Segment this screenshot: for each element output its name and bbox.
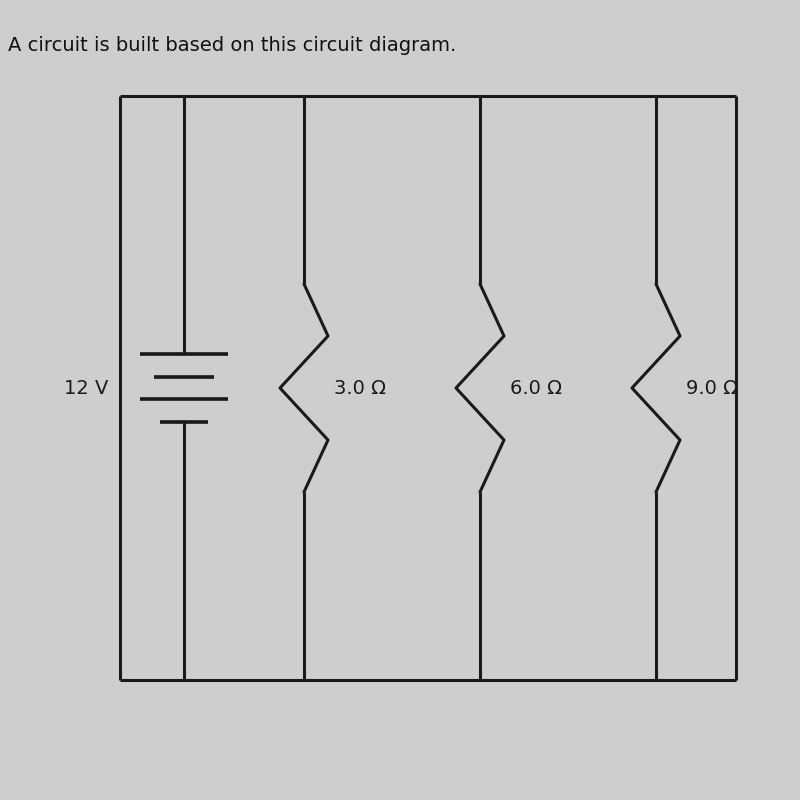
Text: 12 V: 12 V xyxy=(64,378,108,398)
Text: 3.0 Ω: 3.0 Ω xyxy=(334,378,386,398)
Text: A circuit is built based on this circuit diagram.: A circuit is built based on this circuit… xyxy=(8,36,456,55)
Text: 6.0 Ω: 6.0 Ω xyxy=(510,378,562,398)
Text: 9.0 Ω: 9.0 Ω xyxy=(686,378,738,398)
